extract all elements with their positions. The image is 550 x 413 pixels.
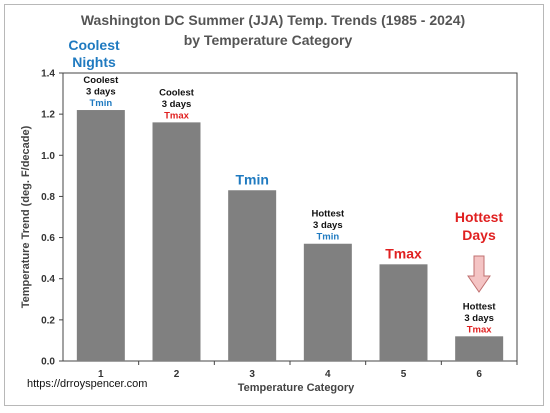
chart-frame: Washington DC Summer (JJA) Temp. Trends … bbox=[4, 4, 544, 406]
bar-annotation-tag: Tmax bbox=[164, 110, 190, 121]
x-tick-label: 6 bbox=[476, 369, 482, 380]
y-tick-label: 0.0 bbox=[41, 357, 55, 368]
bar-annotation-tag: Tmin bbox=[316, 232, 339, 243]
bar-annotation-text: Hottest bbox=[463, 301, 497, 312]
bar bbox=[455, 336, 504, 361]
bar bbox=[228, 190, 277, 361]
bar-annotation-tag: Tmin bbox=[235, 171, 268, 187]
y-tick-label: 1.4 bbox=[41, 69, 55, 80]
bar bbox=[152, 122, 201, 361]
y-tick-label: 1.2 bbox=[41, 110, 55, 121]
coolest-nights-line-1: Coolest bbox=[68, 37, 120, 53]
hottest-days-line-2: Days bbox=[462, 227, 496, 243]
down-arrow-icon bbox=[467, 255, 491, 293]
bar-annotation-text: 3 days bbox=[313, 220, 343, 231]
bar-annotation-text: Coolest bbox=[83, 75, 119, 86]
chart-title: Washington DC Summer (JJA) Temp. Trends … bbox=[81, 12, 465, 28]
x-tick-label: 2 bbox=[174, 369, 180, 380]
coolest-nights-callout: Coolest Nights bbox=[68, 37, 120, 70]
bar bbox=[76, 110, 125, 362]
y-tick-label: 0.4 bbox=[41, 274, 55, 285]
hottest-days-line-1: Hottest bbox=[455, 209, 504, 225]
bar-annotation-text: Hottest bbox=[311, 209, 345, 220]
y-tick-label: 1.0 bbox=[41, 151, 55, 162]
x-tick-label: 1 bbox=[98, 369, 104, 380]
y-tick-label: 0.6 bbox=[41, 233, 55, 244]
bar-annotation-text: 3 days bbox=[464, 313, 494, 324]
x-tick-label: 3 bbox=[249, 369, 255, 380]
bar-annotation-text: 3 days bbox=[162, 99, 192, 110]
y-tick-label: 0.2 bbox=[41, 315, 55, 326]
bar-annotation-tag: Tmax bbox=[467, 324, 493, 335]
bar-annotation-text: Coolest bbox=[159, 87, 195, 98]
plot-border bbox=[62, 72, 518, 362]
bar-chart: Washington DC Summer (JJA) Temp. Trends … bbox=[20, 12, 518, 394]
hottest-days-callout: Hottest Days bbox=[455, 209, 504, 293]
x-tick-label: 4 bbox=[325, 369, 331, 380]
y-axis-title: Temperature Trend (deg. F/decade) bbox=[20, 125, 32, 308]
bar bbox=[379, 264, 428, 361]
chart-subtitle: by Temperature Category bbox=[184, 32, 353, 48]
bar-annotation-tag: Tmax bbox=[385, 245, 422, 261]
bar bbox=[303, 243, 352, 361]
y-tick-label: 0.8 bbox=[41, 192, 55, 203]
bar-annotation-tag: Tmin bbox=[89, 98, 112, 109]
x-axis-title: Temperature Category bbox=[238, 382, 355, 394]
source-credit: https://drroyspencer.com bbox=[27, 378, 147, 390]
x-tick-label: 5 bbox=[401, 369, 407, 380]
bar-annotation-text: 3 days bbox=[86, 87, 116, 98]
coolest-nights-line-2: Nights bbox=[72, 54, 116, 70]
